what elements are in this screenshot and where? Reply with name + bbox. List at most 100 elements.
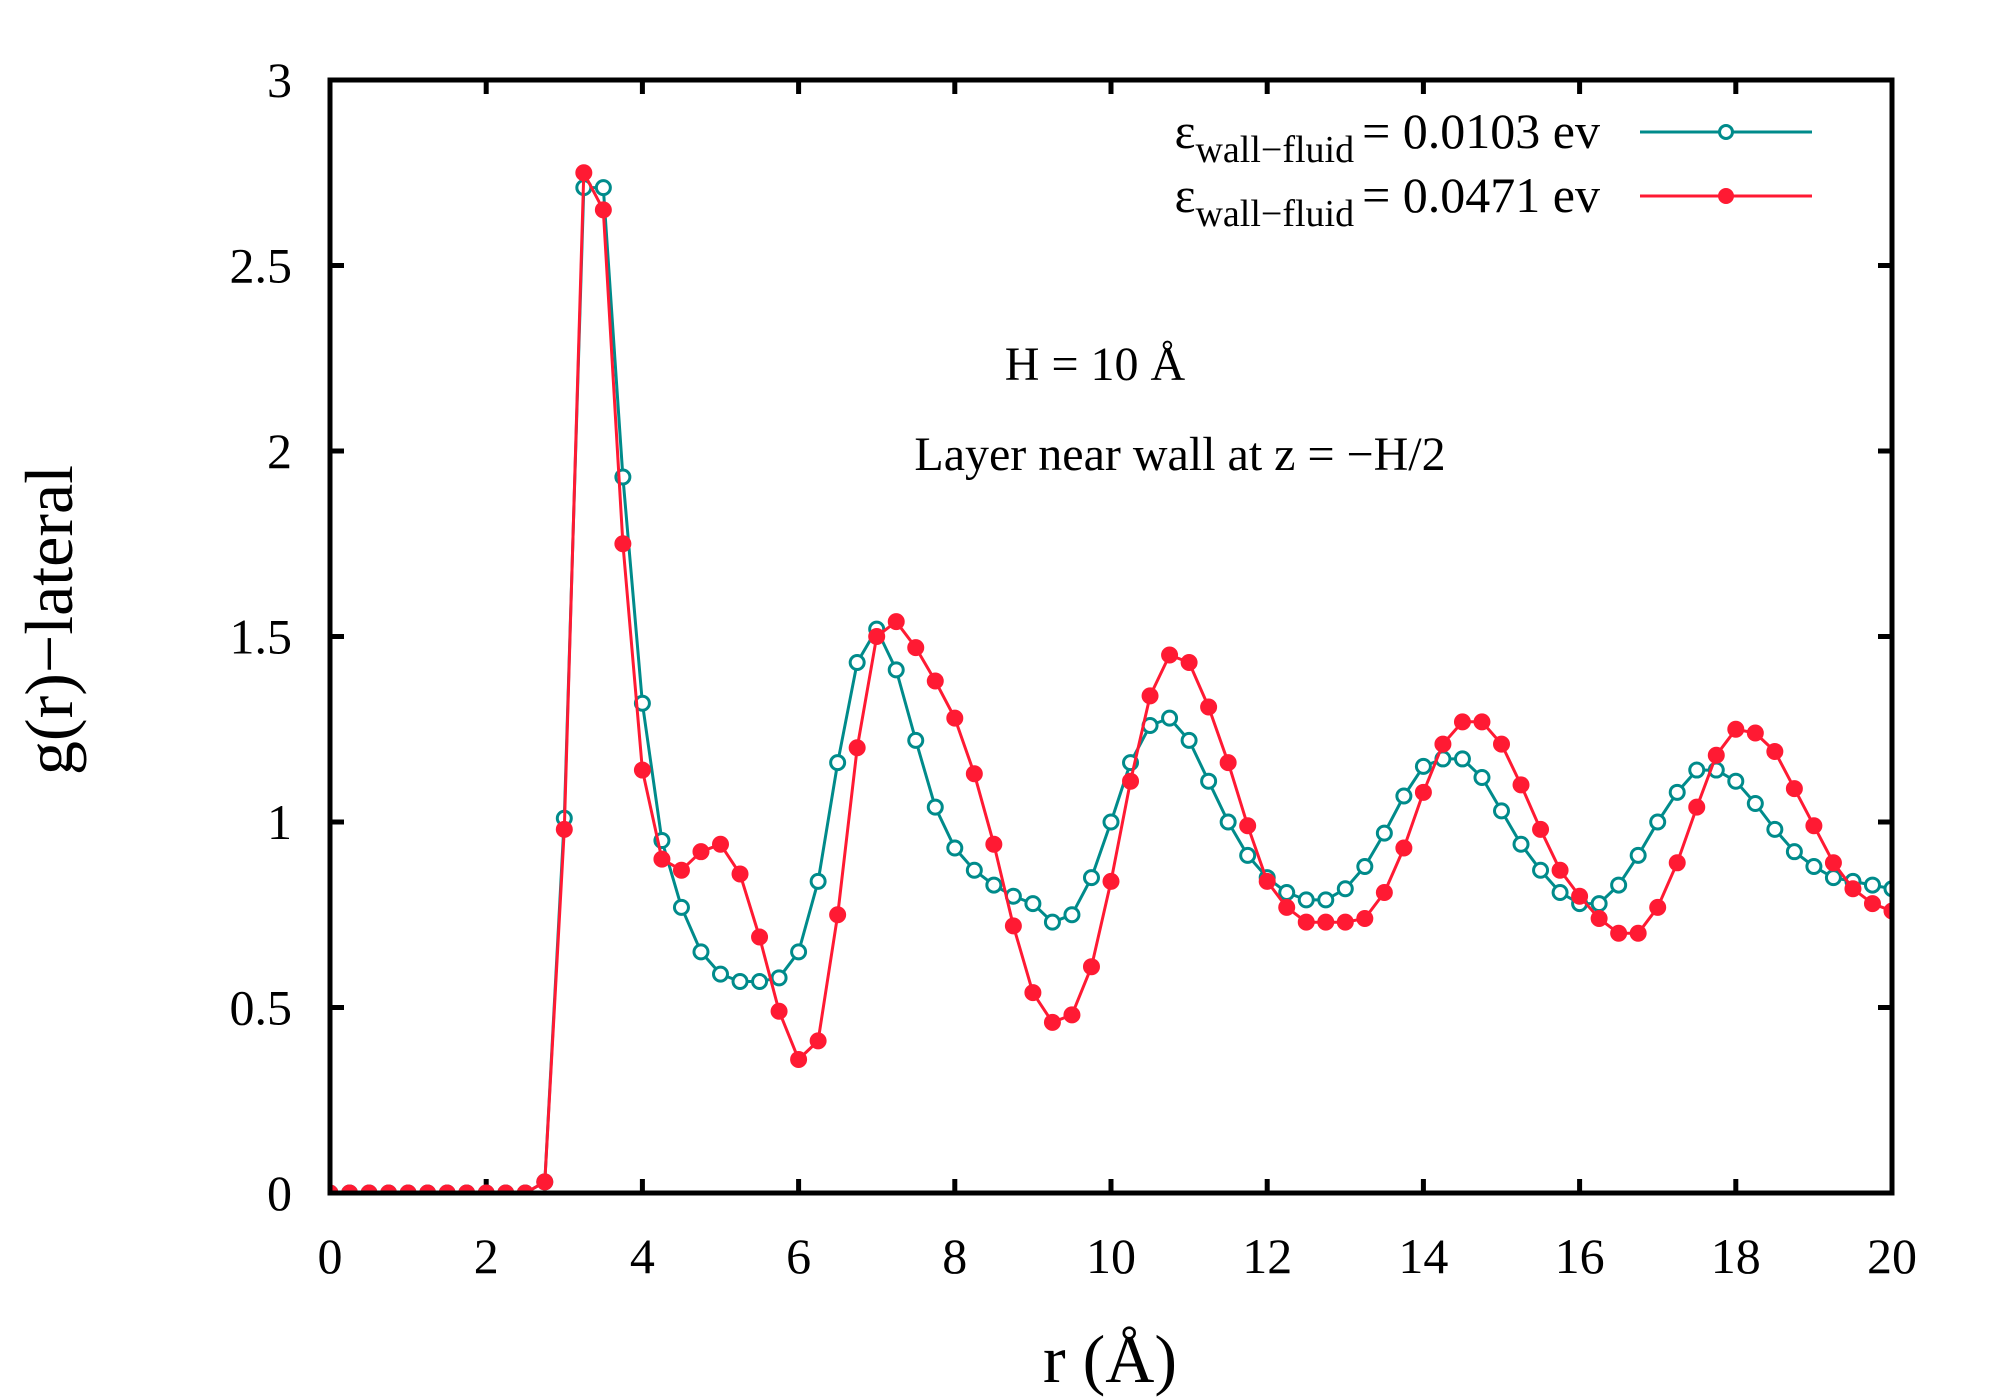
data-point [575, 164, 593, 182]
data-point [1453, 713, 1471, 731]
data-point [731, 973, 749, 991]
data-point [1395, 839, 1413, 857]
data-point [1766, 743, 1784, 761]
data-point [1610, 876, 1628, 894]
series-layer [330, 164, 1892, 1193]
data-point [1336, 913, 1354, 931]
data-point [887, 613, 905, 631]
data-point [1766, 820, 1784, 838]
data-point [1785, 843, 1803, 861]
data-point [1414, 783, 1432, 801]
data-point [985, 876, 1003, 894]
data-point [1590, 895, 1608, 913]
data-point [848, 739, 866, 757]
data-point [1063, 1006, 1081, 1024]
data-point [1239, 817, 1257, 835]
y-tick-label-5: 2.5 [230, 238, 293, 294]
data-point [1668, 783, 1686, 801]
data-point [790, 1050, 808, 1068]
legend-label-1: εwall−fluid = 0.0471 ev [1174, 167, 1600, 235]
data-point [770, 1002, 788, 1020]
data-point [1863, 895, 1881, 913]
data-point [1200, 698, 1218, 716]
data-point [1610, 924, 1628, 942]
data-point [829, 754, 847, 772]
x-tick-label-6: 12 [1242, 1228, 1292, 1284]
x-tick-label-9: 18 [1711, 1228, 1761, 1284]
data-point [1375, 824, 1393, 842]
legend-label-0: εwall−fluid = 0.0103 ev [1174, 103, 1600, 171]
data-point [1649, 898, 1667, 916]
y-tick-label-0: 0 [267, 1165, 292, 1221]
data-point [1219, 754, 1237, 772]
data-point [926, 672, 944, 690]
data-point [1629, 846, 1647, 864]
y-tick-label-4: 2 [267, 423, 292, 479]
data-point [790, 943, 808, 961]
y-tick-label-3: 1.5 [230, 609, 293, 665]
data-point [926, 798, 944, 816]
data-point [1356, 858, 1374, 876]
x-tick-label-5: 10 [1086, 1228, 1136, 1284]
data-point [1727, 772, 1745, 790]
data-point [1551, 883, 1569, 901]
data-point [1824, 869, 1842, 887]
data-point [1082, 958, 1100, 976]
data-point [1629, 924, 1647, 942]
data-point [1297, 913, 1315, 931]
legend-symbol-1: ε [1174, 167, 1195, 223]
data-point [1805, 858, 1823, 876]
data-point [1668, 854, 1686, 872]
data-point [712, 835, 729, 853]
data-point [1688, 798, 1706, 816]
legend: εwall−fluid = 0.0103 ev εwall−fluid = 0.04… [1174, 103, 1812, 235]
x-tick-label-2: 4 [630, 1228, 655, 1284]
data-point [692, 843, 710, 861]
data-point [868, 628, 886, 645]
data-point [751, 928, 769, 946]
data-point [1004, 917, 1022, 935]
data-point [1161, 709, 1179, 727]
plot-frame [327, 77, 1895, 1196]
data-point [829, 906, 847, 924]
data-point [946, 709, 964, 727]
annotation-layer: Layer near wall at z = −H/2 [914, 428, 1445, 481]
legend-entry-1: εwall−fluid = 0.0471 ev [1174, 167, 1812, 235]
data-point [1356, 909, 1374, 927]
annotation-height: H = 10 Å [1005, 338, 1186, 391]
data-point [1727, 720, 1745, 738]
data-point [1493, 802, 1510, 820]
data-point [1473, 713, 1491, 731]
data-point [1512, 776, 1530, 794]
data-point [751, 973, 769, 991]
data-point [1180, 653, 1198, 671]
data-point [692, 943, 710, 961]
data-point [1180, 731, 1198, 749]
data-point [965, 765, 983, 783]
data-point [712, 965, 729, 983]
x-tick-label-3: 6 [786, 1228, 811, 1284]
data-point [907, 731, 925, 749]
data-point [770, 969, 788, 987]
data-point [594, 201, 612, 219]
y-tick-label-1: 0.5 [230, 980, 293, 1036]
data-point [594, 179, 612, 197]
data-point [633, 761, 651, 779]
data-point [1805, 817, 1823, 835]
data-point [1102, 872, 1120, 890]
data-point [1493, 735, 1510, 753]
data-point [1219, 813, 1237, 831]
data-point [1512, 835, 1530, 853]
data-point [1239, 846, 1257, 864]
data-point [1551, 861, 1569, 879]
data-point [1336, 880, 1354, 898]
x-tick-label-8: 16 [1555, 1228, 1605, 1284]
data-point [614, 535, 632, 553]
data-point [1434, 735, 1452, 753]
data-point [1707, 746, 1725, 764]
x-tick-label-0: 0 [318, 1228, 343, 1284]
data-point [848, 653, 866, 671]
legend-subscript-1: wall−fluid [1195, 193, 1354, 235]
data-point [1863, 876, 1881, 894]
data-point [1082, 869, 1100, 887]
